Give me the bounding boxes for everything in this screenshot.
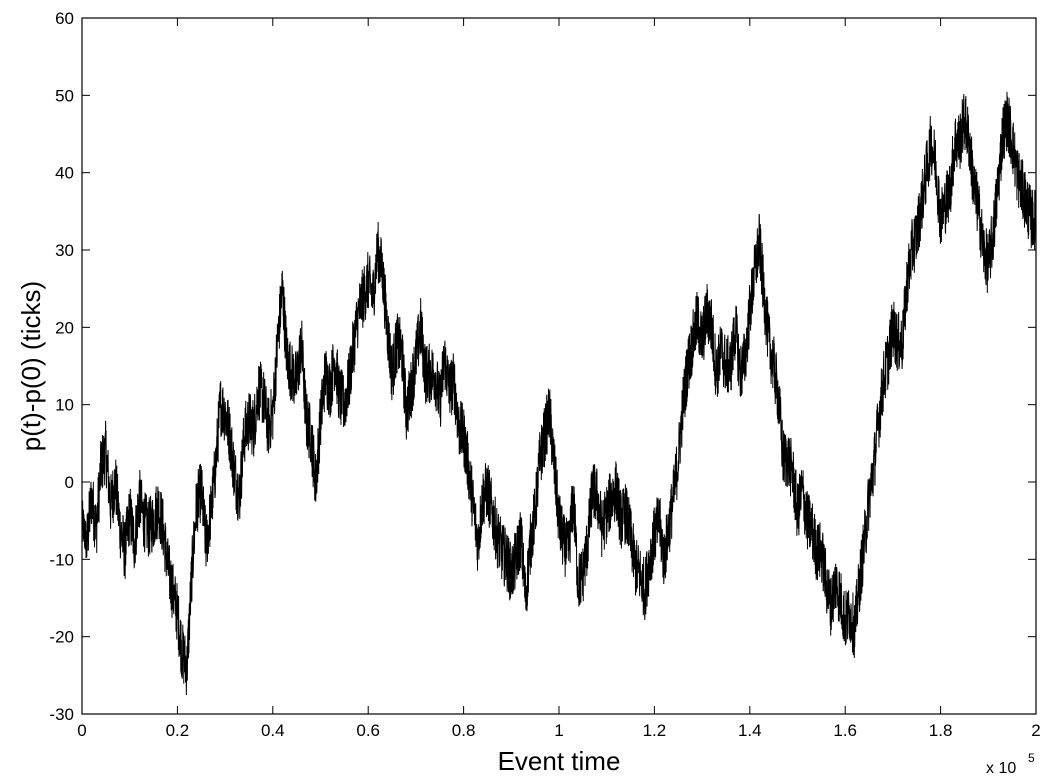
x-tick-label: 1.8 <box>929 721 953 740</box>
x-tick-label: 0 <box>77 721 86 740</box>
y-tick-label: 50 <box>55 86 74 105</box>
x-tick-label: 0.2 <box>166 721 190 740</box>
x-multiplier-label: x 10 <box>986 760 1016 777</box>
y-tick-label: -20 <box>49 628 74 647</box>
y-tick-label: 0 <box>65 473 74 492</box>
x-tick-label: 1.2 <box>643 721 667 740</box>
x-axis-label: Event time <box>498 746 621 776</box>
x-tick-label: 0.6 <box>356 721 380 740</box>
y-tick-label: 10 <box>55 396 74 415</box>
y-tick-label: 60 <box>55 9 74 28</box>
x-tick-label: 1.4 <box>738 721 762 740</box>
x-tick-label: 1.6 <box>833 721 857 740</box>
y-tick-label: 20 <box>55 318 74 337</box>
y-axis-label: p(t)-p(0) (ticks) <box>16 281 46 451</box>
data-layer <box>81 91 1037 695</box>
y-tick-label: 40 <box>55 164 74 183</box>
x-tick-label: 0.4 <box>261 721 285 740</box>
plot-frame <box>81 17 1037 715</box>
y-tick-label: 30 <box>55 241 74 260</box>
series-line <box>81 91 1037 695</box>
y-tick-label: -30 <box>49 705 74 724</box>
x-tick-label: 2 <box>1031 721 1040 740</box>
y-tick-label: -10 <box>49 550 74 569</box>
x-tick-label: 0.8 <box>452 721 476 740</box>
ticks-layer: 0 0.2 0.4 0.6 0.8 1 1.2 1.4 1.6 1.8 2 -30 -20 -10 0 10 2… <box>49 9 1040 740</box>
x-tick-label: 1 <box>554 721 563 740</box>
x-multiplier-exponent: 5 <box>1028 751 1035 765</box>
